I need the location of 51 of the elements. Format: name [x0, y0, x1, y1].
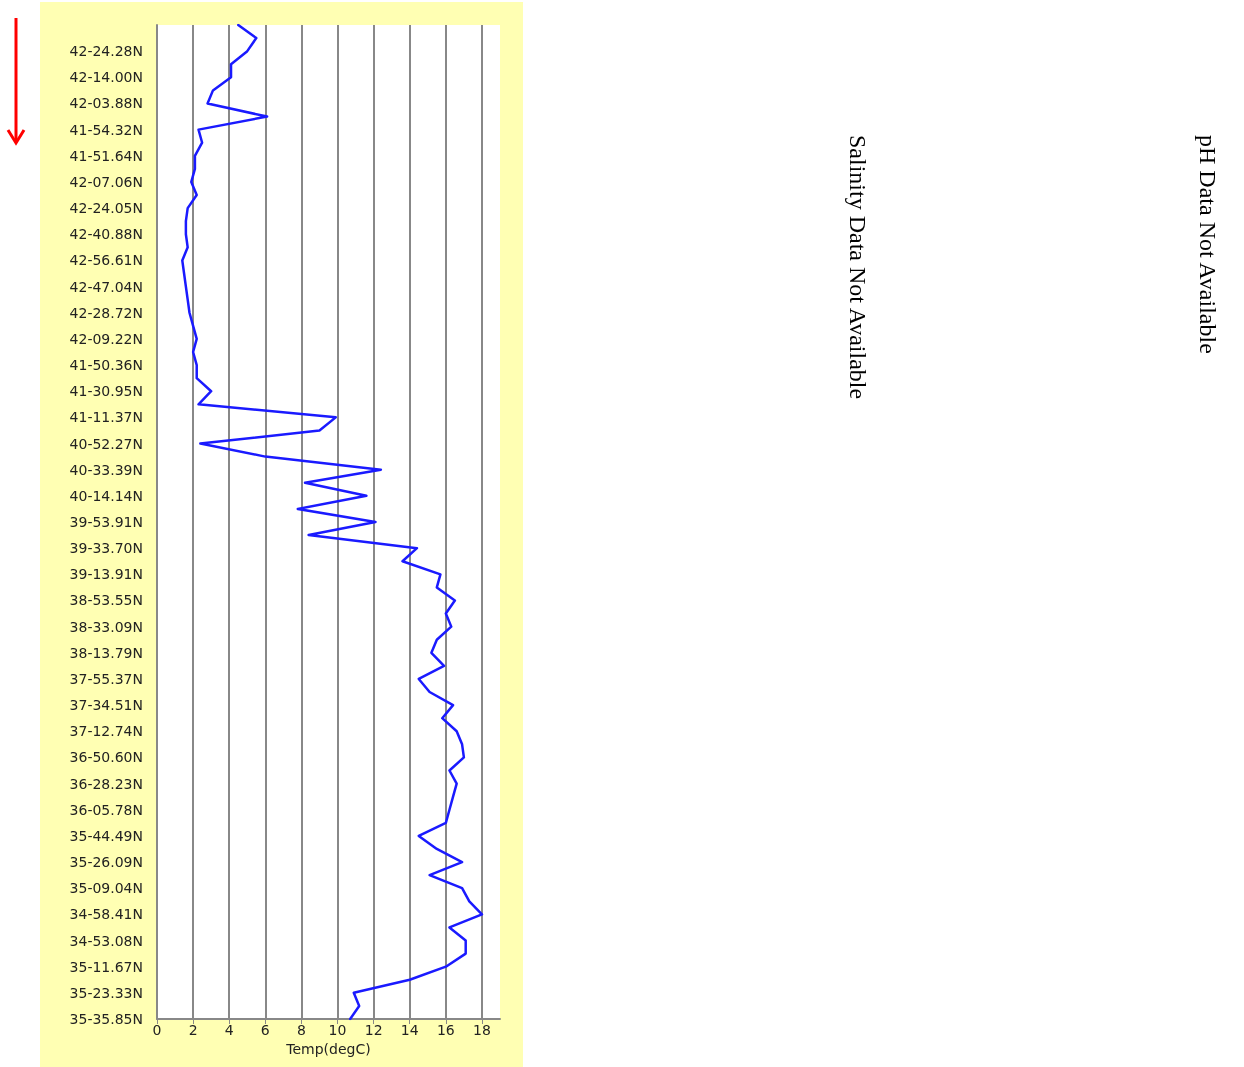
y-tick-label: 35-35.85N [69, 1011, 143, 1027]
y-tick-label: 42-40.88N [69, 226, 143, 243]
y-tick-label: 37-34.51N [69, 697, 143, 714]
y-tick-label: 40-33.39N [69, 461, 143, 478]
y-tick-label: 41-51.64N [69, 147, 143, 164]
y-tick-label: 39-53.91N [69, 514, 143, 530]
x-tick-label: 10 [328, 1022, 347, 1038]
x-tick-label: 8 [296, 1022, 306, 1038]
y-tick-label: 41-11.37N [69, 409, 143, 426]
y-tick-label: 38-33.09N [69, 618, 143, 635]
y-tick-label: 35-26.09N [69, 854, 143, 871]
y-tick-label: 38-13.79N [69, 644, 143, 661]
y-tick-label: 34-58.41N [69, 906, 143, 923]
y-tick-label: 34-53.08N [69, 932, 143, 949]
y-tick-label: 42-24.05N [69, 200, 143, 217]
text: pH Data Not Available [1195, 135, 1221, 354]
y-tick-label: 42-07.06N [69, 173, 143, 190]
y-tick-label: 41-30.95N [69, 383, 143, 400]
y-tick-label: 40-52.27N [69, 435, 143, 452]
x-axis-title: Temp(degC) [285, 1040, 371, 1057]
y-tick-label: 35-23.33N [69, 984, 143, 1001]
x-tick-label: 16 [436, 1022, 455, 1038]
x-tick-label: 12 [364, 1022, 383, 1038]
y-tick-label: 39-33.70N [69, 540, 143, 557]
y-tick-label: 42-24.28N [69, 43, 143, 60]
y-tick-label: 39-13.91N [69, 566, 143, 583]
y-tick-label: 35-09.04N [69, 880, 143, 897]
x-tick-label: 4 [224, 1022, 234, 1038]
text: Salinity Data Not Available [845, 135, 871, 400]
y-tick-label: 41-50.36N [69, 357, 143, 374]
y-tick-label: 38-53.55N [69, 592, 143, 609]
y-tick-label: 42-28.72N [69, 304, 143, 321]
y-tick-label: 42-03.88N [69, 95, 143, 112]
y-tick-label: 36-05.78N [69, 801, 143, 818]
y-tick-label: 41-54.32N [69, 121, 143, 138]
y-tick-label: 35-44.49N [69, 827, 143, 844]
y-tick-label: 36-50.60N [69, 749, 143, 766]
x-tick-label: 6 [260, 1022, 270, 1038]
y-tick-label: 42-14.00N [69, 69, 143, 86]
y-tick-label: 42-47.04N [69, 278, 143, 295]
y-tick-label: 37-12.74N [69, 723, 143, 740]
x-tick-label: 18 [473, 1022, 491, 1038]
x-tick-label: 2 [188, 1022, 198, 1038]
y-tick-label: 37-55.37N [69, 670, 143, 687]
y-tick-label: 36-28.23N [69, 775, 143, 792]
y-tick-label: 40-14.14N [69, 487, 143, 504]
x-tick-label: 0 [152, 1022, 162, 1038]
y-tick-label: 42-56.61N [69, 252, 143, 269]
y-tick-label: 35-11.67N [69, 958, 143, 975]
x-tick-label: 14 [400, 1022, 419, 1038]
y-tick-label: 42-09.22N [69, 330, 143, 347]
